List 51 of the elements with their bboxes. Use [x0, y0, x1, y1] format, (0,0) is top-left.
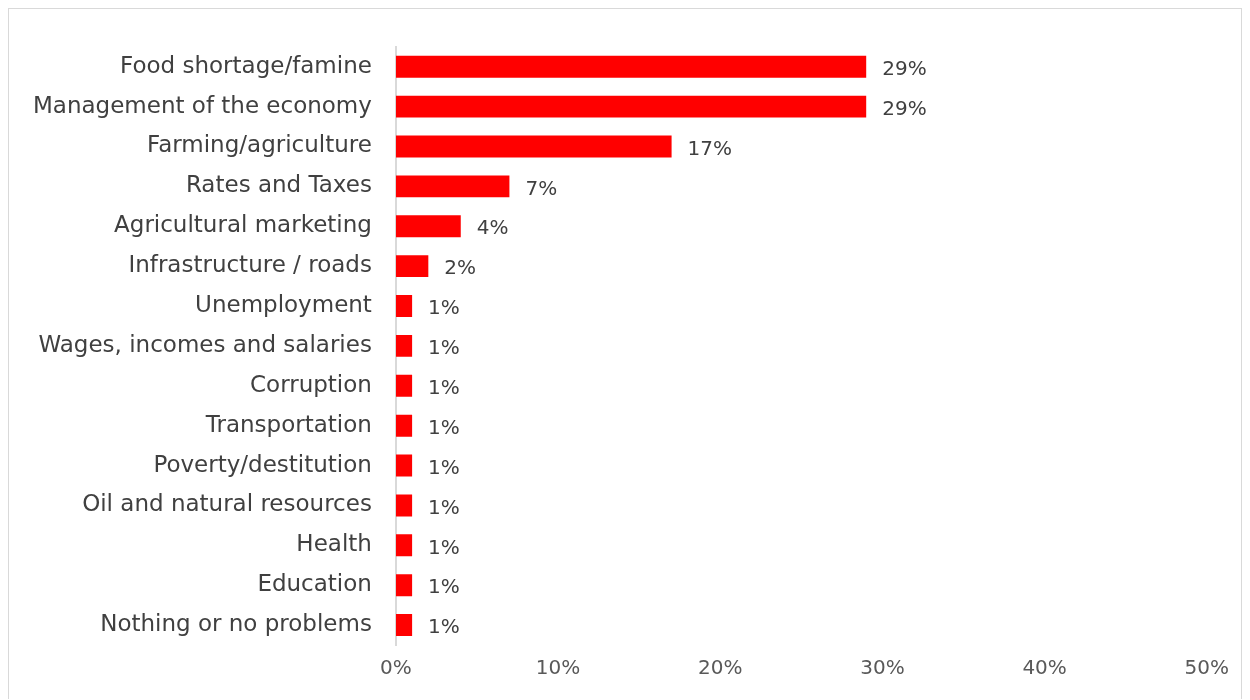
data-label: 1% — [428, 414, 460, 439]
data-label: 29% — [882, 55, 927, 80]
data-label: 1% — [428, 494, 460, 519]
data-label: 1% — [428, 454, 460, 479]
y-tick-label: Health — [296, 530, 372, 557]
y-tick-label: Oil and natural resources — [82, 490, 372, 517]
bar — [395, 55, 867, 78]
data-label: 1% — [428, 534, 460, 559]
y-tick-label: Unemployment — [195, 290, 372, 317]
x-tick-label: 0% — [380, 655, 412, 680]
x-tick-label: 10% — [535, 655, 581, 680]
bar — [395, 454, 413, 477]
bar — [395, 215, 461, 238]
data-label: 1% — [428, 295, 460, 320]
bar — [395, 414, 413, 437]
y-tick-label: Rates and Taxes — [185, 171, 372, 198]
y-tick-label: Food shortage/famine — [120, 51, 372, 78]
bar — [395, 135, 672, 158]
data-label: 29% — [882, 95, 927, 120]
data-label: 1% — [428, 335, 460, 360]
bar — [395, 255, 429, 278]
y-tick-label: Corruption — [250, 370, 372, 397]
bar — [395, 574, 413, 597]
data-label: 4% — [476, 215, 509, 240]
y-tick-label: Poverty/destitution — [153, 450, 372, 477]
bar — [395, 534, 413, 557]
data-label: 2% — [444, 255, 477, 280]
y-tick-label: Agricultural marketing — [114, 211, 372, 238]
y-tick-label: Nothing or no problems — [100, 610, 372, 637]
y-tick-label: Infrastructure / roads — [128, 251, 372, 278]
data-label: 17% — [687, 135, 733, 160]
x-tick-label: 20% — [698, 655, 743, 680]
y-tick-label: Transportation — [204, 410, 372, 437]
x-tick-label: 50% — [1184, 655, 1229, 680]
bar — [395, 374, 413, 397]
bar — [395, 95, 867, 118]
y-tick-label: Wages, incomes and salaries — [38, 330, 372, 357]
y-tick-label: Management of the economy — [33, 91, 372, 118]
bar — [395, 494, 413, 517]
data-label: 1% — [428, 374, 460, 399]
y-tick-label: Education — [257, 570, 372, 597]
data-label: 1% — [428, 614, 460, 639]
bar — [395, 175, 510, 198]
data-label: 7% — [525, 175, 558, 200]
x-tick-label: 40% — [1022, 655, 1067, 680]
x-tick-label: 30% — [860, 655, 905, 680]
data-label: 1% — [428, 574, 460, 599]
bar — [395, 295, 413, 317]
bar — [395, 334, 413, 357]
y-tick-label: Farming/agriculture — [147, 131, 372, 158]
bar — [395, 614, 413, 637]
